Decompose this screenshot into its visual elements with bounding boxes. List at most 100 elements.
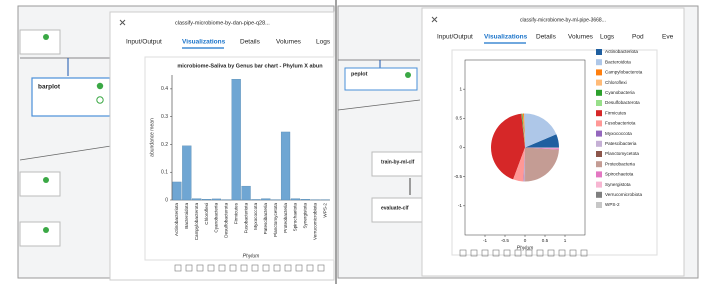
node[interactable] [19,171,61,197]
legend-swatch [596,69,602,76]
tab[interactable]: Visualizations [182,39,226,46]
x-tick-label: -1 [483,238,488,243]
toolbar-button[interactable] [262,264,270,272]
toolbar-button[interactable] [251,264,259,272]
node-label: evaluate-clf [381,205,409,211]
legend-label: Actinobacteriota [605,49,638,54]
y-tick-label: 0.1 [161,170,168,176]
pie-slice [524,113,557,148]
toolbar-button[interactable] [295,264,303,272]
legend-swatch [596,100,602,106]
node-label: barplot [38,84,61,91]
toolbar-button[interactable] [525,249,533,257]
toolbar-button[interactable] [470,249,478,257]
toolbar-button[interactable] [229,264,237,272]
bar [300,199,310,201]
x-tick-label: Firmicutes [233,202,238,224]
tab[interactable]: Logs [600,34,615,41]
toolbar-button[interactable] [481,249,489,257]
pie-slice [525,134,559,148]
node[interactable] [371,197,423,223]
x-tick-label: Chloroflexi [204,203,209,225]
x-tick-label: Myxococcota [253,203,258,230]
toolbar-button[interactable] [185,264,193,272]
node[interactable] [371,151,423,177]
pie-slice [521,113,525,148]
pie-slice [490,113,525,180]
node[interactable] [19,221,61,247]
status-icon [43,34,49,40]
x-tick-label: Fusobacteriota [243,203,248,234]
toolbar-button[interactable] [174,264,182,272]
bar [280,131,291,201]
legend-label: Chloroflexi [605,80,627,85]
toolbar-button[interactable] [569,249,577,257]
y-tick-label: 0.2 [161,142,168,148]
toolbar-button[interactable] [284,264,292,272]
tab[interactable]: Details [240,39,261,46]
toolbar-button[interactable] [459,249,467,257]
x-tick-label: Planctomycetota [273,203,278,237]
toolbar-button[interactable] [492,249,500,257]
tab[interactable]: Details [536,34,557,41]
tab[interactable]: Logs [316,39,331,46]
y-tick-label: 0.5 [456,116,463,121]
status-icon [96,82,104,90]
tab[interactable]: Visualizations [484,34,528,41]
legend-label: Spirochaetota [605,172,634,177]
toolbar-button[interactable] [196,264,204,272]
toolbar-button[interactable] [317,264,325,272]
x-tick-label: Bacteroidota [184,203,189,229]
legend-swatch [596,151,602,157]
toolbar-button[interactable] [207,264,215,272]
x-tick-label: 0.5 [542,238,549,243]
toolbar-button[interactable] [218,264,226,272]
toolbar-button[interactable] [273,264,281,272]
toolbar-button[interactable] [547,249,555,257]
toolbar-button[interactable] [514,249,522,257]
bar [201,199,212,201]
legend-label: Cyanobacteria [605,90,635,95]
tab[interactable]: Input/Output [126,39,162,46]
pie-slice [525,147,559,149]
toolbar-button[interactable] [536,249,544,257]
legend-swatch [596,120,602,127]
close-button[interactable] [431,16,438,23]
y-tick-label: 1 [459,86,462,91]
node-label: train-by-ml-clf [381,159,415,165]
toolbar-button[interactable] [306,264,314,272]
legend-swatch [596,89,602,96]
tab[interactable]: Eve [662,34,674,41]
tab[interactable]: Volumes [568,34,594,41]
bar [172,181,182,201]
legend-swatch [596,191,602,198]
tab[interactable]: Volumes [276,39,302,46]
node[interactable] [31,77,111,117]
legend-label: Firmicutes [605,110,627,115]
legend-label: WPS-2 [605,202,620,207]
close-button[interactable] [119,19,126,26]
x-tick-label: 0 [524,238,527,243]
bar [241,185,251,201]
legend-label: Campylobacterota [605,70,643,75]
tab[interactable]: Pod [632,34,644,41]
toolbar-button[interactable] [503,249,511,257]
status-icon [43,177,49,183]
chart-title: microbiome-Saliva by Genus bar chart - P… [177,63,323,69]
legend-swatch [596,79,602,86]
bar [192,198,202,201]
legend-swatch [596,171,602,178]
x-tick-label: Synergistota [303,203,308,229]
legend-swatch [596,110,602,117]
legend-label: Planctomycetota [605,151,639,156]
toolbar-button[interactable] [558,249,566,257]
tab[interactable]: Input/Output [437,34,473,41]
node[interactable] [19,29,61,55]
legend-swatch [596,59,602,66]
pie-slice [525,147,559,182]
bar [211,198,222,201]
node[interactable] [344,67,418,91]
toolbar-button[interactable] [240,264,248,272]
toolbar-button[interactable] [580,249,588,257]
